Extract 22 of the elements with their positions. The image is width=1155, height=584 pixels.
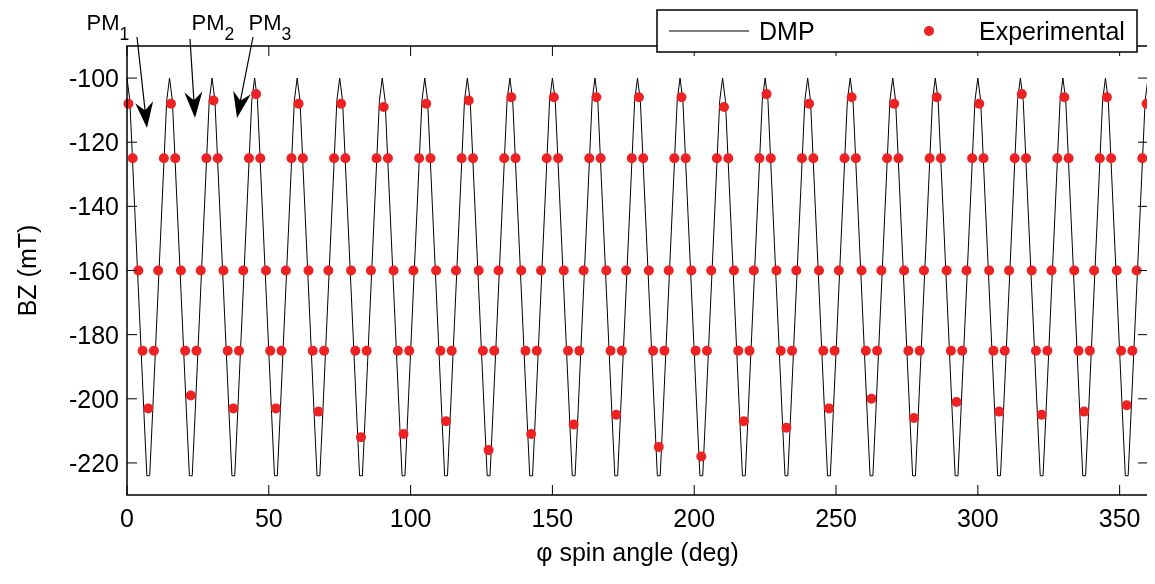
x-tick-label: 0 — [120, 504, 134, 532]
x-tick-label: 150 — [531, 504, 574, 532]
x-tick-label: 100 — [389, 504, 432, 532]
x-tick-label: 350 — [1098, 504, 1141, 532]
x-tick-label: 300 — [956, 504, 999, 532]
y-tick-label: -160 — [68, 256, 119, 285]
y-tick-label: -220 — [68, 448, 119, 477]
text: PM$_{3}$ — [248, 10, 292, 44]
y-tick-label: -180 — [68, 320, 119, 349]
legend-label: DMP — [759, 17, 815, 45]
x-axis-title: φ spin angle (deg) — [536, 538, 739, 566]
y-tick-label: -120 — [68, 128, 119, 157]
x-tick-label: 200 — [673, 504, 716, 532]
x-tick-label: 50 — [254, 504, 283, 532]
x-tick-label: 250 — [815, 504, 857, 532]
text: PM$_{1}$ — [86, 10, 130, 44]
y-tick-label: -100 — [68, 64, 119, 93]
y-tick-label: -200 — [68, 384, 119, 413]
text: PM$_{2}$ — [191, 10, 235, 44]
y-axis-title: BZ (mT) — [13, 224, 41, 317]
y-tick-label: -140 — [68, 192, 119, 221]
legend-label: Experimental — [979, 17, 1125, 45]
